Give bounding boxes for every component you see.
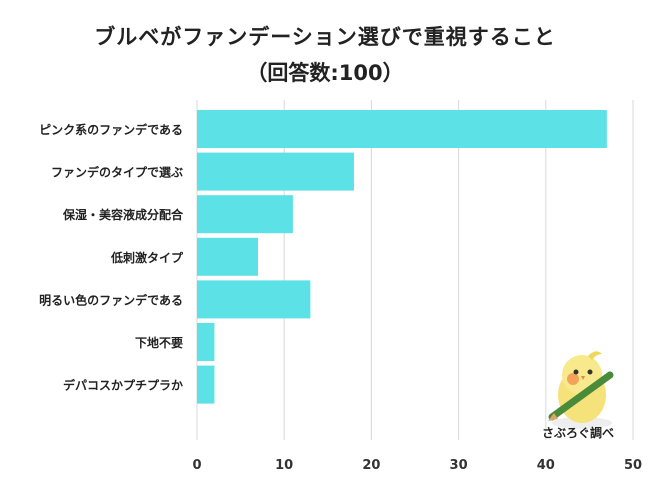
category-label: ピンク系のファンデである xyxy=(39,122,183,137)
category-labels: ピンク系のファンデであるファンデのタイプで選ぶ保湿・美容液成分配合低刺激タイプ明… xyxy=(39,122,184,393)
x-tick-label: 40 xyxy=(537,458,555,473)
category-label: 明るい色のファンデである xyxy=(39,292,183,307)
category-label: 保湿・美容液成分配合 xyxy=(62,207,184,222)
bar xyxy=(197,280,311,319)
x-tick-label: 50 xyxy=(624,458,642,473)
bar xyxy=(197,237,259,276)
chart-title: ブルベがファンデーション選びで重視すること xyxy=(94,25,556,49)
x-tick-label: 20 xyxy=(362,458,380,473)
x-tick-label: 0 xyxy=(192,458,201,473)
bar xyxy=(197,110,607,148)
category-label: デパコスかプチプラか xyxy=(63,378,183,393)
x-tick-label: 30 xyxy=(450,458,468,473)
chart-subtitle: （回答数:100） xyxy=(246,61,404,85)
bar xyxy=(197,152,354,191)
bird-mascot-icon xyxy=(548,351,614,429)
x-tick-labels: 0 10 20 30 40 50 xyxy=(192,458,642,473)
bar xyxy=(197,195,293,234)
bars xyxy=(197,110,607,404)
branding-label: さぶろぐ調べ xyxy=(541,426,614,440)
bar xyxy=(197,365,215,404)
category-label: 下地不要 xyxy=(135,335,183,350)
bar xyxy=(197,323,215,361)
category-label: ファンデのタイプで選ぶ xyxy=(51,165,183,180)
x-tick-label: 10 xyxy=(275,458,293,473)
category-label: 低刺激タイプ xyxy=(110,250,184,265)
